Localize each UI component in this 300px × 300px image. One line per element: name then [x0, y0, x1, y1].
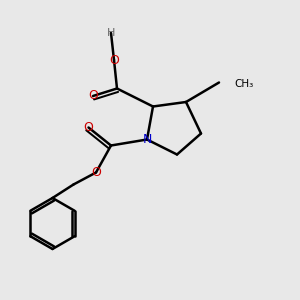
Text: O: O: [109, 53, 119, 67]
Text: CH₃: CH₃: [234, 79, 253, 89]
Text: O: O: [84, 121, 93, 134]
Text: N: N: [142, 133, 152, 146]
Text: O: O: [91, 166, 101, 179]
Text: O: O: [88, 89, 98, 103]
Text: H: H: [107, 28, 115, 38]
